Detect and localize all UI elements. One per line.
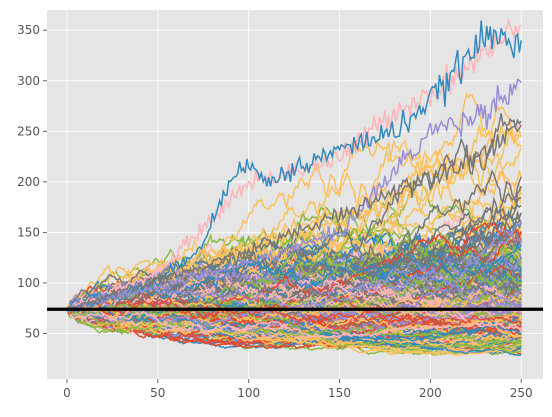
y-tick-label: 350 [17, 23, 40, 37]
simulated-path [66, 298, 522, 348]
y-tick-label: 200 [17, 175, 40, 189]
x-tick-label: 0 [63, 386, 71, 400]
highlighted-path [66, 118, 522, 311]
simulated-path [66, 92, 522, 310]
y-tick-label: 100 [17, 276, 40, 290]
highlighted-path [66, 78, 522, 314]
simulated-path [66, 104, 522, 318]
simulated-path [66, 308, 522, 355]
simulated-path [66, 308, 522, 339]
highlighted-path [66, 17, 522, 310]
y-tick-label: 250 [17, 124, 40, 138]
simulated-path [66, 250, 522, 314]
y-tick-label: 150 [17, 225, 40, 239]
x-tick-label: 150 [328, 386, 351, 400]
simulated-path [66, 252, 522, 313]
x-tick-label: 250 [510, 386, 533, 400]
y-tick-label: 300 [17, 74, 40, 88]
x-tick-label: 100 [237, 386, 260, 400]
simulated-path [66, 264, 522, 317]
simulated-path [66, 302, 522, 345]
series-layer [66, 17, 522, 357]
x-tick-labels: 0 50 100 150 200 250 [63, 379, 533, 400]
simulated-path [66, 298, 522, 326]
y-tick-labels: 50 100 150 200 250 300 350 [17, 23, 47, 341]
simulated-path [66, 252, 522, 318]
y-tick-label: 50 [25, 327, 40, 341]
x-tick-label: 200 [419, 386, 442, 400]
x-tick-label: 50 [150, 386, 165, 400]
